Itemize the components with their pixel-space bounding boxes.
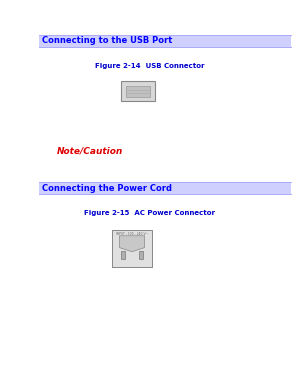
Text: Figure 2-15  AC Power Connector: Figure 2-15 AC Power Connector — [85, 210, 215, 217]
FancyBboxPatch shape — [139, 251, 143, 259]
Bar — [39, 182, 291, 194]
Text: Note/Caution: Note/Caution — [57, 147, 123, 156]
FancyBboxPatch shape — [121, 251, 125, 259]
Text: Connecting the Power Cord: Connecting the Power Cord — [42, 184, 172, 193]
FancyBboxPatch shape — [126, 86, 150, 97]
FancyBboxPatch shape — [112, 230, 152, 267]
Text: Figure 2-14  USB Connector: Figure 2-14 USB Connector — [95, 63, 205, 69]
Polygon shape — [119, 236, 145, 252]
Text: Connecting to the USB Port: Connecting to the USB Port — [42, 36, 172, 45]
Text: INPUT : 100 - 240 V~: INPUT : 100 - 240 V~ — [116, 232, 148, 236]
FancyBboxPatch shape — [121, 81, 155, 101]
Bar — [39, 35, 291, 47]
